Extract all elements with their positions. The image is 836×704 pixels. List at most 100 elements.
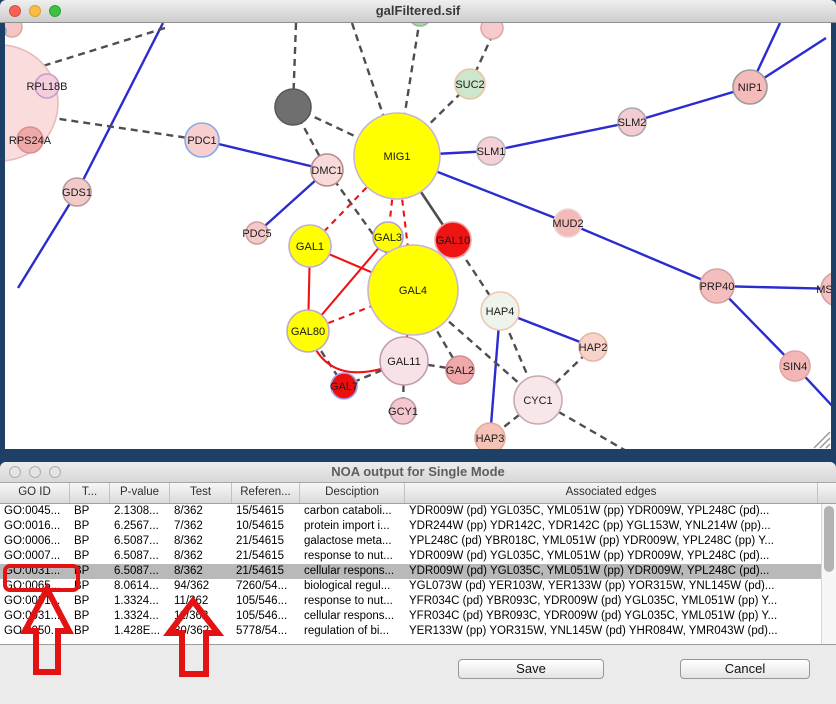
node-GDS1[interactable]: GDS1 bbox=[62, 177, 92, 207]
table-cell[interactable]: 6.5087... bbox=[114, 550, 159, 562]
table-cell[interactable]: GO:0031... bbox=[4, 565, 61, 577]
table-cell[interactable]: YDR009W (pd) YGL035C, YML051W (pp) YDR00… bbox=[409, 565, 770, 577]
table-row[interactable]: GO:0007... BP 6.5087... 8/362 21/54615 respon… bbox=[0, 549, 836, 564]
table-cell[interactable]: 21/54615 bbox=[236, 535, 284, 547]
table-cell[interactable]: galactose meta... bbox=[304, 535, 392, 547]
table-cell[interactable]: 105/546... bbox=[236, 595, 288, 607]
table-cell[interactable]: BP bbox=[74, 550, 90, 562]
table-cell[interactable]: 10/54615 bbox=[236, 520, 284, 532]
column-header-3[interactable]: P-value bbox=[110, 483, 170, 503]
graph-window-titlebar[interactable]: galFiltered.sif bbox=[0, 0, 836, 23]
column-header-7[interactable]: Associated edges bbox=[405, 483, 818, 503]
table-cell[interactable]: BP bbox=[74, 565, 90, 577]
node-GAL11[interactable]: GAL11 bbox=[379, 336, 429, 386]
network-canvas[interactable]: RPL18B RPS24A GDS1 PDC1 PDC5 DMC1 MIG1 SUC2 SLM1… bbox=[5, 23, 831, 449]
table-cell[interactable]: 8/362 bbox=[174, 535, 203, 547]
noa-window-titlebar[interactable]: NOA output for Single Mode bbox=[0, 462, 836, 483]
table-cell[interactable]: response to nut... bbox=[304, 550, 393, 562]
node-top-left-small[interactable] bbox=[5, 23, 23, 38]
zoom-button-icon[interactable] bbox=[49, 466, 61, 478]
table-cell[interactable]: carbon cataboli... bbox=[304, 505, 392, 517]
table-cell[interactable]: BP bbox=[74, 610, 90, 622]
table-cell[interactable]: BP bbox=[74, 595, 90, 607]
node-GCY1[interactable]: GCY1 bbox=[388, 397, 418, 425]
close-button-icon[interactable] bbox=[9, 5, 21, 17]
table-cell[interactable]: YGL073W (pd) YER103W, YER133W (pp) YOR31… bbox=[409, 580, 775, 592]
node-CYC1[interactable]: CYC1 bbox=[513, 375, 563, 425]
node-gray-node[interactable] bbox=[274, 88, 312, 126]
node-RPS24A[interactable]: RPS24A bbox=[9, 126, 52, 154]
node-SUC2[interactable]: SUC2 bbox=[454, 68, 486, 100]
node-MSI[interactable]: MSI bbox=[816, 272, 831, 306]
table-cell[interactable]: 1.3324... bbox=[114, 610, 159, 622]
save-button[interactable]: Save bbox=[458, 659, 604, 679]
table-row[interactable]: GO:0031... BP 1.3324... 11/362 105/546... cel… bbox=[0, 609, 836, 624]
node-GAL10[interactable]: GAL10 bbox=[434, 221, 472, 259]
table-cell[interactable]: GO:0045... bbox=[4, 505, 61, 517]
node-DMC1[interactable]: DMC1 bbox=[310, 153, 344, 187]
table-cell[interactable]: 21/54615 bbox=[236, 550, 284, 562]
node-HAP2[interactable]: HAP2 bbox=[578, 332, 608, 362]
node-NIP1[interactable]: NIP1 bbox=[732, 69, 768, 105]
table-cell[interactable]: 8/362 bbox=[174, 505, 203, 517]
node-PDC5[interactable]: PDC5 bbox=[242, 221, 272, 245]
table-cell[interactable]: 15/54615 bbox=[236, 505, 284, 517]
vertical-scrollbar[interactable] bbox=[821, 504, 836, 644]
table-cell[interactable]: 6.2567... bbox=[114, 520, 159, 532]
node-GAL4[interactable]: GAL4 bbox=[367, 244, 459, 336]
table-cell[interactable]: response to nut... bbox=[304, 595, 393, 607]
table-cell[interactable]: BP bbox=[74, 580, 90, 592]
close-button-icon[interactable] bbox=[9, 466, 21, 478]
table-row[interactable]: GO:0050... BP 1.428E... 80/362 5778/54... reg… bbox=[0, 624, 836, 639]
table-cell[interactable]: cellular respons... bbox=[304, 610, 395, 622]
table-row[interactable]: GO:0006... BP 6.5087... 8/362 21/54615 galact… bbox=[0, 534, 836, 549]
column-header-4[interactable]: Test bbox=[170, 483, 232, 503]
zoom-button-icon[interactable] bbox=[49, 5, 61, 17]
node-GAL80[interactable]: GAL80 bbox=[286, 309, 330, 353]
table-cell[interactable]: YPL248C (pd) YBR018C, YML051W (pp) YDR00… bbox=[409, 535, 775, 547]
table-cell[interactable]: 1.3324... bbox=[114, 595, 159, 607]
table-cell[interactable]: YFR034C (pd) YBR093C, YDR009W (pd) YGL03… bbox=[409, 595, 778, 607]
table-cell[interactable]: YDR009W (pd) YGL035C, YML051W (pp) YDR00… bbox=[409, 550, 770, 562]
table-row[interactable]: GO:0031... BP 6.5087... 8/362 21/54615 cellul… bbox=[0, 564, 836, 579]
table-cell[interactable]: biological regul... bbox=[304, 580, 391, 592]
table-cell[interactable]: GO:0016... bbox=[4, 520, 61, 532]
column-header-2[interactable]: T... bbox=[70, 483, 110, 503]
node-MUD2[interactable]: MUD2 bbox=[552, 208, 584, 238]
node-GAL3[interactable]: GAL3 bbox=[372, 221, 404, 253]
node-PRP40[interactable]: PRP40 bbox=[699, 268, 735, 304]
table-cell[interactable]: 7/362 bbox=[174, 520, 203, 532]
table-cell[interactable]: YDR009W (pd) YGL035C, YML051W (pp) YDR00… bbox=[409, 505, 770, 517]
table-cell[interactable]: 11/362 bbox=[174, 595, 209, 607]
node-HAP3[interactable]: HAP3 bbox=[474, 422, 506, 449]
table-cell[interactable]: YDR244W (pp) YDR142C, YDR142C (pp) YGL15… bbox=[409, 520, 771, 532]
table-cell[interactable]: 8/362 bbox=[174, 550, 203, 562]
node-MIG1[interactable]: MIG1 bbox=[353, 112, 441, 200]
node-green-top[interactable] bbox=[409, 23, 431, 27]
table-row[interactable]: GO:0065... BP 8.0614... 94/362 7260/54... bio… bbox=[0, 579, 836, 594]
minimize-button-icon[interactable] bbox=[29, 466, 41, 478]
table-cell[interactable]: BP bbox=[74, 520, 90, 532]
table-cell[interactable]: 6.5087... bbox=[114, 535, 159, 547]
table-cell[interactable]: GO:0007... bbox=[4, 550, 61, 562]
network-graph[interactable]: RPL18B RPS24A GDS1 PDC1 PDC5 DMC1 MIG1 SUC2 SLM1… bbox=[5, 23, 831, 449]
table-cell[interactable]: YER133W (pp) YOR315W, YNL145W (pd) YHR08… bbox=[409, 625, 778, 637]
table-cell[interactable]: GO:0050... bbox=[4, 625, 61, 637]
node-HAP4[interactable]: HAP4 bbox=[480, 291, 520, 331]
scrollbar-thumb[interactable] bbox=[824, 506, 834, 572]
resize-grip-icon[interactable] bbox=[813, 431, 831, 449]
node-PDC1[interactable]: PDC1 bbox=[184, 122, 220, 158]
table-cell[interactable]: 8/362 bbox=[174, 565, 203, 577]
table-cell[interactable]: BP bbox=[74, 625, 90, 637]
node-SLM2[interactable]: SLM2 bbox=[617, 107, 647, 137]
table-row[interactable]: GO:0045... BP 2.1308... 8/362 15/54615 carbon… bbox=[0, 504, 836, 519]
node-GAL7[interactable]: GAL7 bbox=[330, 372, 358, 400]
cancel-button[interactable]: Cancel bbox=[680, 659, 810, 679]
column-header-5[interactable]: Referen... bbox=[232, 483, 300, 503]
node-SIN4[interactable]: SIN4 bbox=[779, 350, 811, 382]
column-header-1[interactable]: GO ID bbox=[0, 483, 70, 503]
table-cell[interactable]: cellular respons... bbox=[304, 565, 395, 577]
minimize-button-icon[interactable] bbox=[29, 5, 41, 17]
table-cell[interactable]: protein import i... bbox=[304, 520, 390, 532]
table-cell[interactable]: 1.428E... bbox=[114, 625, 161, 637]
